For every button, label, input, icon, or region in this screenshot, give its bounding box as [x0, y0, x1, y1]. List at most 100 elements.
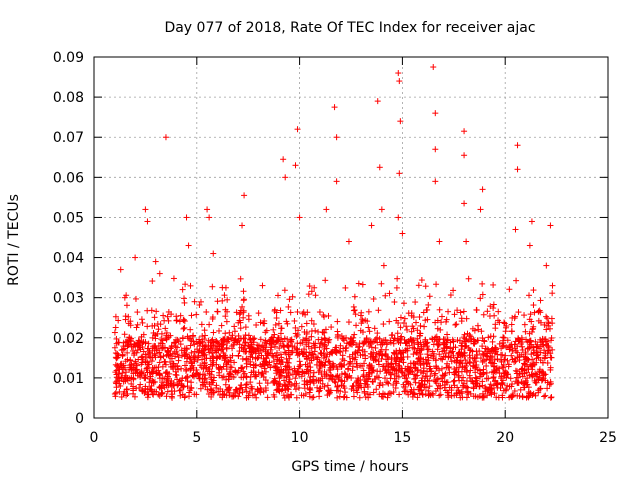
data-point — [548, 334, 555, 341]
data-point — [112, 324, 119, 331]
data-point — [521, 366, 528, 373]
data-point — [472, 380, 479, 387]
data-point — [310, 369, 317, 376]
data-point — [378, 206, 385, 213]
data-point — [205, 343, 212, 350]
data-point — [312, 327, 319, 334]
data-point — [441, 345, 448, 352]
data-point — [233, 386, 240, 393]
data-point — [111, 329, 118, 336]
data-point — [366, 343, 373, 350]
data-point — [131, 360, 138, 367]
data-point — [372, 354, 379, 361]
data-point — [237, 307, 244, 314]
data-point — [454, 307, 461, 314]
data-point — [293, 333, 300, 340]
data-point — [112, 361, 119, 368]
data-point — [425, 346, 432, 353]
data-point — [124, 377, 131, 384]
data-point — [364, 391, 371, 398]
data-point — [281, 382, 288, 389]
data-point — [323, 206, 330, 213]
data-point — [305, 370, 312, 377]
data-point — [286, 394, 293, 401]
data-point — [512, 358, 519, 365]
data-point — [534, 352, 541, 359]
data-point — [113, 340, 120, 347]
data-point — [475, 326, 482, 333]
data-point — [429, 336, 436, 343]
data-point — [225, 376, 232, 383]
data-point — [325, 358, 332, 365]
data-point — [112, 379, 119, 386]
data-point — [538, 377, 545, 384]
data-point — [131, 393, 138, 400]
data-point — [490, 382, 497, 389]
data-point — [375, 358, 382, 365]
data-point — [385, 390, 392, 397]
data-point — [358, 309, 365, 316]
data-point — [528, 218, 535, 225]
data-point — [128, 380, 135, 387]
data-point — [247, 379, 254, 386]
data-point — [401, 388, 408, 395]
data-point — [438, 319, 445, 326]
data-point — [206, 321, 213, 328]
data-point — [514, 349, 521, 356]
data-point — [423, 343, 430, 350]
data-point — [334, 334, 341, 341]
data-point — [210, 329, 217, 336]
data-point — [455, 368, 462, 375]
data-point — [162, 134, 169, 141]
data-point — [190, 373, 197, 380]
data-point — [208, 387, 215, 394]
data-point — [385, 363, 392, 370]
data-point — [506, 394, 513, 401]
data-point — [511, 355, 518, 362]
data-point — [246, 389, 253, 396]
data-point — [447, 345, 454, 352]
data-point — [450, 338, 457, 345]
data-point — [421, 323, 428, 330]
data-point — [452, 344, 459, 351]
data-point — [321, 368, 328, 375]
data-point — [188, 360, 195, 367]
data-point — [161, 375, 168, 382]
data-point — [326, 351, 333, 358]
data-point — [176, 318, 183, 325]
data-point — [210, 339, 217, 346]
data-point — [178, 365, 185, 372]
data-point — [331, 104, 338, 111]
data-point — [292, 162, 299, 169]
data-point — [279, 386, 286, 393]
data-point — [439, 348, 446, 355]
data-point — [209, 283, 216, 290]
data-point — [152, 258, 159, 265]
data-point — [199, 352, 206, 359]
data-point — [414, 358, 421, 365]
data-point — [530, 323, 537, 330]
data-point — [188, 349, 195, 356]
data-point — [496, 340, 503, 347]
data-point — [422, 317, 429, 324]
data-point — [426, 293, 433, 300]
data-point — [447, 339, 454, 346]
data-point — [292, 386, 299, 393]
data-point — [500, 339, 507, 346]
data-point — [273, 367, 280, 374]
data-point — [191, 391, 198, 398]
data-point — [312, 292, 319, 299]
data-point — [310, 394, 317, 401]
data-point — [284, 383, 291, 390]
data-point — [288, 381, 295, 388]
data-point — [135, 342, 142, 349]
data-point — [191, 348, 198, 355]
data-point — [474, 366, 481, 373]
data-point — [157, 321, 164, 328]
data-point — [228, 343, 235, 350]
data-point — [450, 378, 457, 385]
data-point — [436, 392, 443, 399]
data-point — [548, 354, 555, 361]
data-point — [519, 343, 526, 350]
data-point — [393, 358, 400, 365]
